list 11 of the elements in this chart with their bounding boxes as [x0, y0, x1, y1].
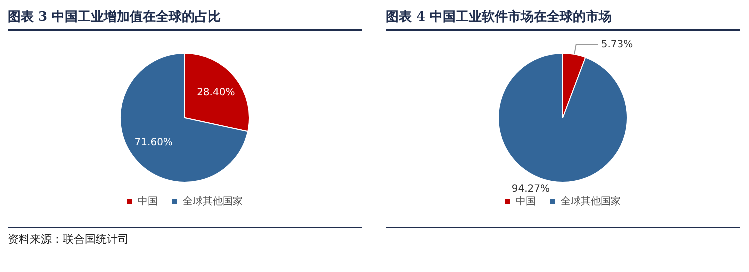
legend-label: 全球其他国家: [183, 196, 243, 208]
data-label: 94.27%: [512, 184, 550, 195]
text: 资料来源：联合国统计司: [8, 232, 130, 247]
data-label: 5.73%: [601, 39, 634, 50]
chart-title: 图表 4 中国工业软件市场在全球的市场: [386, 8, 740, 31]
data-label: 71.60%: [134, 138, 173, 149]
legend-label: 中国: [516, 196, 536, 208]
chart-title: 图表 3 中国工业增加值在全球的占比: [8, 8, 362, 31]
legend-label: 中国: [138, 196, 158, 208]
data-label: 28.40%: [197, 87, 236, 98]
legend-label: 全球其他国家: [561, 196, 621, 208]
